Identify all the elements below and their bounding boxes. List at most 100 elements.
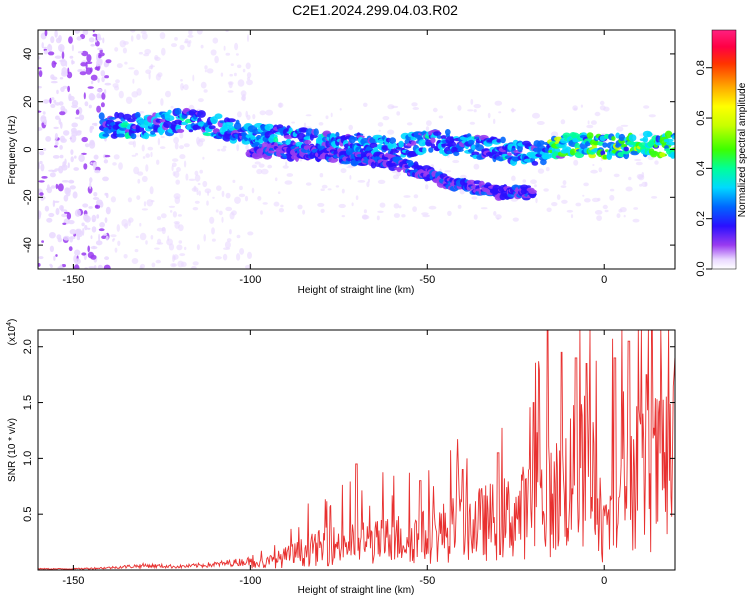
heatmap-speckle bbox=[212, 196, 215, 199]
top-ytick-label: -40 bbox=[22, 237, 34, 253]
heatmap-speckle bbox=[41, 42, 44, 49]
heatmap-speckle bbox=[96, 214, 100, 219]
heatmap-speckle bbox=[530, 179, 537, 184]
heatmap-speckle bbox=[76, 235, 81, 241]
heatmap-speckle bbox=[592, 164, 595, 166]
heatmap-speckle bbox=[191, 187, 199, 193]
heatmap-main-band-blob bbox=[618, 133, 626, 142]
heatmap-secondary-band-blob bbox=[526, 185, 531, 189]
heatmap-speckle bbox=[145, 240, 148, 245]
colorbar-tick-label: 0.6 bbox=[695, 110, 707, 125]
heatmap-speckle bbox=[70, 149, 74, 156]
heatmap-speckle bbox=[53, 255, 56, 261]
bottom-ytick-label: 1.5 bbox=[22, 395, 34, 410]
heatmap-speckle bbox=[87, 86, 94, 89]
heatmap-speckle bbox=[53, 99, 57, 104]
heatmap-speckle bbox=[318, 122, 324, 126]
top-xlabel: Height of straight line (km) bbox=[298, 285, 415, 296]
heatmap-speckle bbox=[60, 58, 67, 67]
heatmap-secondary-band-blob bbox=[528, 189, 537, 195]
heatmap-speckle bbox=[38, 67, 42, 70]
heatmap-speckle bbox=[110, 234, 117, 238]
heatmap-speckle bbox=[215, 209, 219, 213]
heatmap-speckle bbox=[179, 145, 184, 150]
heatmap-speckle bbox=[39, 151, 45, 156]
heatmap-speckle bbox=[245, 144, 249, 150]
heatmap-speckle bbox=[191, 265, 197, 269]
heatmap-main-band-blob bbox=[668, 153, 675, 158]
heatmap-speckle bbox=[90, 80, 94, 85]
heatmap-speckle bbox=[197, 182, 201, 186]
heatmap-speckle bbox=[105, 235, 109, 241]
heatmap-speckle bbox=[188, 178, 196, 181]
heatmap-main-band-blob bbox=[387, 143, 394, 148]
heatmap-speckle bbox=[58, 44, 65, 52]
heatmap-speckle bbox=[473, 163, 480, 170]
heatmap-speckle bbox=[103, 89, 107, 95]
heatmap-speckle bbox=[223, 45, 226, 51]
heatmap-speckle bbox=[473, 214, 478, 220]
heatmap-speckle bbox=[643, 105, 650, 109]
heatmap-speckle bbox=[241, 95, 246, 101]
heatmap-speckle bbox=[229, 212, 235, 220]
heatmap-speckle bbox=[597, 197, 601, 202]
heatmap-speckle bbox=[168, 243, 175, 251]
heatmap-speckle bbox=[80, 62, 87, 67]
heatmap-speckle bbox=[247, 251, 252, 259]
heatmap-speckle bbox=[230, 63, 234, 66]
colorbar-tick-label: 0.8 bbox=[695, 60, 707, 75]
heatmap-speckle bbox=[277, 191, 281, 194]
heatmap-speckle bbox=[179, 154, 186, 160]
heatmap-speckle bbox=[176, 244, 183, 251]
heatmap-speckle bbox=[174, 37, 178, 41]
bottom-plot-frame bbox=[37, 329, 676, 571]
heatmap-main-band-blob bbox=[98, 112, 105, 120]
heatmap-speckle bbox=[599, 100, 605, 106]
heatmap-speckle bbox=[61, 70, 68, 77]
heatmap-speckle bbox=[77, 130, 82, 133]
heatmap-speckle bbox=[160, 98, 164, 106]
heatmap-speckle bbox=[51, 97, 55, 101]
heatmap-speckle bbox=[67, 162, 70, 169]
heatmap-main-band-blob bbox=[313, 128, 319, 136]
heatmap-speckle bbox=[69, 236, 73, 243]
heatmap-main-band-blob bbox=[188, 129, 194, 133]
heatmap-speckle bbox=[546, 207, 552, 213]
heatmap-speckle bbox=[66, 71, 73, 79]
heatmap-speckle bbox=[138, 51, 143, 55]
heatmap-speckle bbox=[144, 48, 152, 55]
heatmap-main-band-blob bbox=[611, 136, 616, 141]
heatmap-speckle bbox=[192, 74, 195, 82]
heatmap-speckle bbox=[83, 92, 86, 100]
heatmap-speckle bbox=[61, 264, 66, 268]
heatmap-speckle bbox=[262, 202, 268, 205]
heatmap-speckle bbox=[209, 216, 215, 224]
heatmap-speckle bbox=[179, 132, 184, 139]
heatmap-speckle bbox=[103, 159, 109, 164]
heatmap-speckle bbox=[534, 184, 537, 188]
heatmap-speckle bbox=[387, 104, 395, 110]
heatmap-speckle bbox=[133, 69, 139, 76]
heatmap-speckle bbox=[87, 251, 94, 259]
heatmap-speckle bbox=[156, 242, 164, 245]
heatmap-main-band-blob bbox=[659, 152, 666, 158]
heatmap-main-band-blob bbox=[214, 113, 223, 119]
heatmap-speckle bbox=[426, 120, 432, 126]
heatmap-speckle bbox=[469, 121, 476, 125]
heatmap-speckle bbox=[233, 72, 237, 77]
heatmap-speckle bbox=[512, 217, 519, 222]
heatmap-speckle bbox=[319, 173, 324, 178]
heatmap-speckle bbox=[247, 231, 254, 236]
heatmap-speckle bbox=[141, 32, 148, 40]
heatmap-speckle bbox=[211, 238, 216, 242]
heatmap-speckle bbox=[99, 59, 103, 64]
heatmap-speckle bbox=[95, 240, 103, 246]
heatmap-main-band-blob bbox=[562, 146, 572, 152]
heatmap-speckle bbox=[40, 163, 45, 172]
heatmap-speckle bbox=[282, 165, 289, 169]
heatmap-speckle bbox=[543, 188, 549, 192]
heatmap-speckle bbox=[69, 55, 74, 59]
heatmap-speckle bbox=[154, 55, 159, 60]
heatmap-speckle bbox=[104, 217, 108, 224]
heatmap-main-band-blob bbox=[445, 129, 451, 136]
